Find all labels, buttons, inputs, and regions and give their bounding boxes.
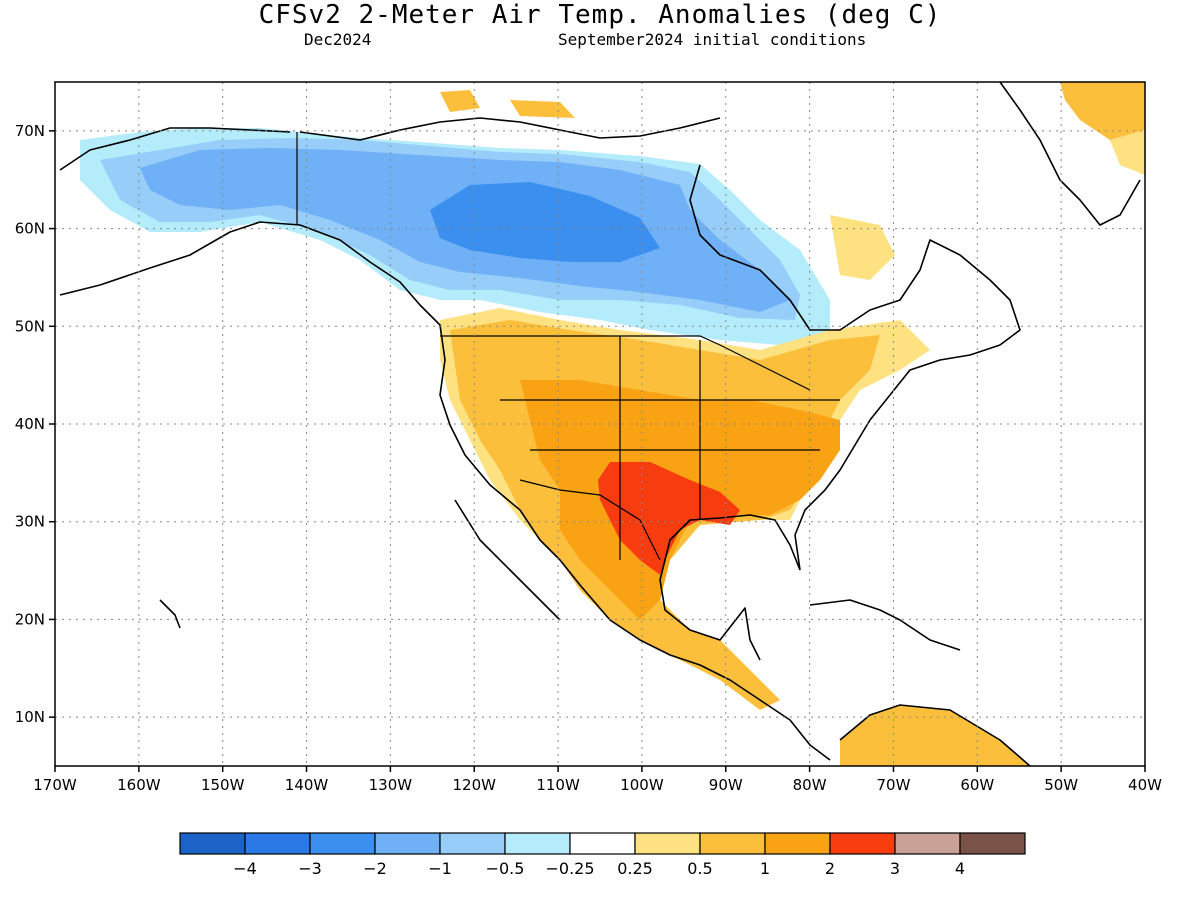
latitude-axis: 10N 20N 30N 40N 50N 60N 70N xyxy=(15,122,55,726)
color-swatch xyxy=(309,832,376,855)
init-conditions: September2024 initial conditions xyxy=(558,30,867,49)
color-swatch xyxy=(764,832,831,855)
x-tick-label: 150W xyxy=(201,776,245,794)
anomaly-region-south-america xyxy=(840,705,1030,766)
color-swatch xyxy=(244,832,311,855)
color-legend-label: 0.25 xyxy=(617,859,653,878)
y-tick-label: 40N xyxy=(15,415,45,433)
x-tick-label: 100W xyxy=(620,776,664,794)
color-legend-label: −2 xyxy=(363,859,387,878)
y-tick-label: 30N xyxy=(15,513,45,531)
color-legend-label: 0.5 xyxy=(687,859,712,878)
x-tick-label: 70W xyxy=(877,776,911,794)
color-swatch xyxy=(179,832,246,855)
color-legend-label: 3 xyxy=(890,859,900,878)
color-legend-label: 2 xyxy=(825,859,835,878)
x-tick-label: 80W xyxy=(793,776,827,794)
color-swatch xyxy=(439,832,506,855)
lat-lon-grid xyxy=(55,82,1145,766)
anomaly-region-hudson xyxy=(430,182,660,262)
color-swatch xyxy=(374,832,441,855)
x-tick-label: 140W xyxy=(285,776,329,794)
x-tick-label: 120W xyxy=(452,776,496,794)
political-boundaries xyxy=(296,132,840,561)
color-legend-label: −1 xyxy=(428,859,452,878)
color-legend: −4 −3 −2 −1 −0.5 −0.25 0.25 0.5 1 2 3 4 xyxy=(179,832,1026,878)
map-plot-area xyxy=(55,82,1145,766)
anomaly-region-greenland-east xyxy=(1060,82,1145,140)
x-tick-label: 160W xyxy=(117,776,161,794)
valid-month: Dec2024 xyxy=(304,30,372,49)
longitude-axis: 170W 160W 150W 140W 130W 120W 110W 100W 90W 80W 70… xyxy=(33,766,1162,794)
anomaly-region-greenland-edge xyxy=(1110,130,1145,175)
color-legend-label: −3 xyxy=(298,859,322,878)
color-swatch xyxy=(829,832,896,855)
x-tick-label: 170W xyxy=(33,776,77,794)
x-tick-label: 40W xyxy=(1128,776,1162,794)
x-tick-label: 130W xyxy=(369,776,413,794)
color-legend-label: −0.25 xyxy=(545,859,594,878)
y-tick-label: 20N xyxy=(15,610,45,628)
y-tick-label: 60N xyxy=(15,220,45,238)
x-tick-label: 90W xyxy=(709,776,743,794)
color-legend-label: 1 xyxy=(760,859,770,878)
y-tick-label: 10N xyxy=(15,708,45,726)
y-tick-label: 50N xyxy=(15,317,45,335)
color-swatch xyxy=(699,832,766,855)
color-legend-label: 4 xyxy=(955,859,965,878)
color-legend-label: −0.5 xyxy=(486,859,525,878)
color-swatch xyxy=(634,832,701,855)
x-tick-label: 110W xyxy=(536,776,580,794)
map-title: CFSv2 2-Meter Air Temp. Anomalies (deg C… xyxy=(258,0,942,30)
color-legend-label: −4 xyxy=(233,859,257,878)
color-swatch xyxy=(569,832,636,855)
color-swatch xyxy=(504,832,571,855)
y-tick-label: 70N xyxy=(15,122,45,140)
anomaly-region-northern-quebec xyxy=(830,215,895,280)
anomaly-region-texas xyxy=(598,462,740,575)
x-tick-label: 60W xyxy=(960,776,994,794)
anomaly-region-arctic-islands xyxy=(440,90,575,118)
coastlines xyxy=(59,82,1141,766)
x-tick-label: 50W xyxy=(1044,776,1078,794)
color-swatch xyxy=(959,832,1026,855)
color-swatch xyxy=(894,832,961,855)
